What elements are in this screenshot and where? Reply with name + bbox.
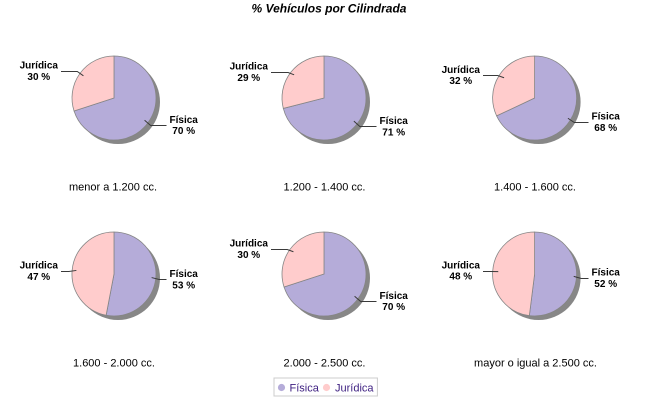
svg-text:1.600 - 2.000 cc.: 1.600 - 2.000 cc. xyxy=(73,358,155,370)
svg-text:32 %: 32 % xyxy=(449,76,472,87)
svg-text:Jurídica: Jurídica xyxy=(442,260,481,271)
svg-text:1.200 - 1.400 cc.: 1.200 - 1.400 cc. xyxy=(284,182,366,194)
svg-text:Física: Física xyxy=(380,116,409,127)
svg-text:menor a 1.200 cc.: menor a 1.200 cc. xyxy=(69,182,157,194)
svg-text:47 %: 47 % xyxy=(27,272,50,283)
svg-text:mayor o igual a 2.500 cc.: mayor o igual a 2.500 cc. xyxy=(474,358,597,370)
svg-text:29 %: 29 % xyxy=(237,73,260,84)
svg-text:1.400 - 1.600 cc.: 1.400 - 1.600 cc. xyxy=(494,182,576,194)
svg-text:53 %: 53 % xyxy=(172,280,195,291)
svg-text:Física: Física xyxy=(380,291,409,302)
svg-text:Física: Física xyxy=(290,383,320,395)
svg-text:Jurídica: Jurídica xyxy=(20,261,59,272)
svg-text:Física: Física xyxy=(592,111,621,122)
svg-text:Física: Física xyxy=(170,115,199,126)
svg-text:68 %: 68 % xyxy=(594,123,617,134)
svg-text:Física: Física xyxy=(170,269,199,280)
svg-text:Jurídica: Jurídica xyxy=(335,383,374,395)
svg-text:71 %: 71 % xyxy=(382,127,405,138)
svg-text:Jurídica: Jurídica xyxy=(442,65,481,76)
svg-text:Física: Física xyxy=(592,268,621,279)
svg-text:70 %: 70 % xyxy=(382,302,405,313)
svg-text:52 %: 52 % xyxy=(594,279,617,290)
svg-text:30 %: 30 % xyxy=(237,250,260,261)
svg-text:70 %: 70 % xyxy=(172,126,195,137)
svg-text:2.000 - 2.500 cc.: 2.000 - 2.500 cc. xyxy=(284,358,366,370)
svg-text:48 %: 48 % xyxy=(449,272,472,283)
svg-text:Jurídica: Jurídica xyxy=(230,62,269,73)
svg-text:Jurídica: Jurídica xyxy=(230,239,269,250)
svg-text:30 %: 30 % xyxy=(27,72,50,83)
svg-text:% Vehículos por Cilindrada: % Vehículos por Cilindrada xyxy=(252,2,407,16)
svg-text:Jurídica: Jurídica xyxy=(20,60,59,71)
